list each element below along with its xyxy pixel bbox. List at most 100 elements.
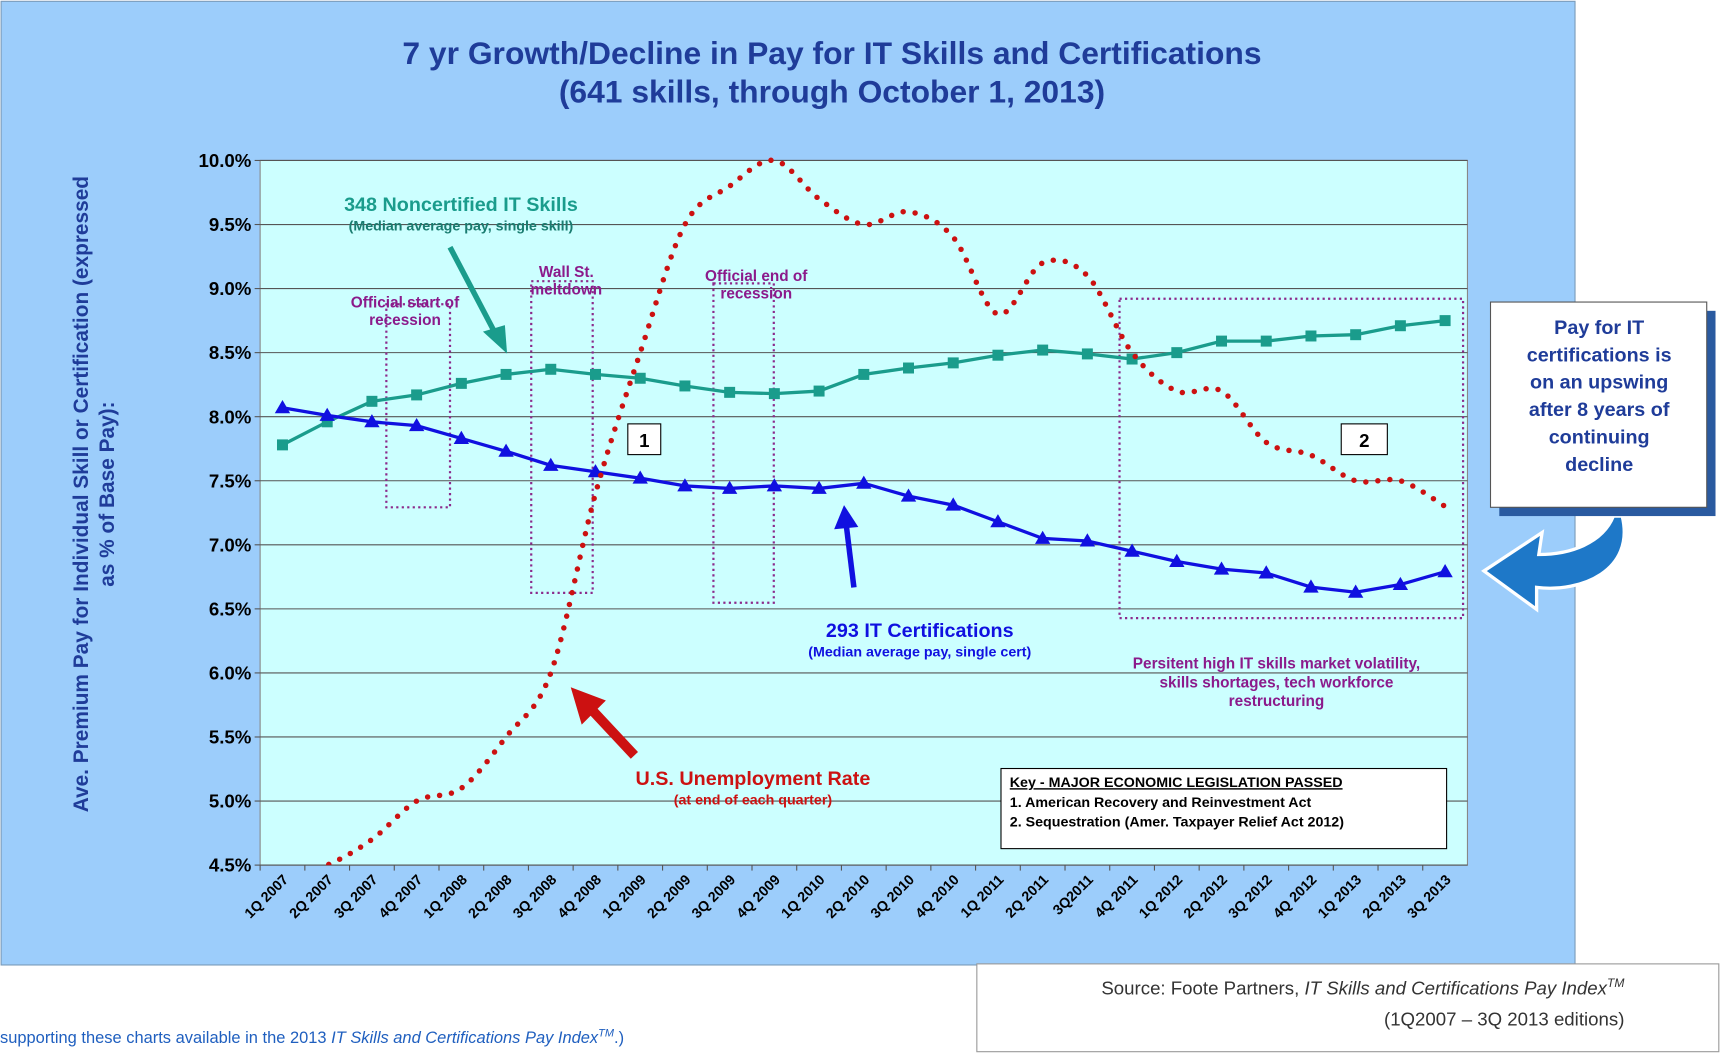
y-tick-label: 10.0% [198,150,251,171]
point [321,416,333,428]
key-line: 2. Sequestration (Amer. Taxpayer Relief … [1010,815,1344,831]
annotation: Official start of recession [351,295,460,330]
y-axis-label-line: Ave. Premium Pay for Individual Skill or… [70,176,93,812]
series-label: 348 Noncertified IT Skills [344,194,578,216]
point [858,368,870,380]
point [1437,564,1453,578]
point [1124,543,1140,557]
point [813,385,825,397]
y-tick-label: 7.0% [209,534,252,555]
footer-text: supporting these charts available in the… [0,1027,624,1047]
series-note: (Median average pay, single skill) [349,219,574,235]
point [1394,320,1406,332]
point [1260,335,1272,347]
annotation-line: Wall St. [539,264,594,281]
source-box [976,963,1720,1053]
y-tick-label: 9.0% [209,278,252,299]
point [453,430,470,444]
point [543,457,559,471]
point [677,478,693,492]
point [768,388,780,400]
point [1171,347,1183,359]
annotation-line: recession [369,312,441,329]
point [366,395,378,407]
series-note: (Median average pay, single cert) [808,645,1031,661]
y-tick-label: 9.5% [209,214,252,235]
point [1350,329,1362,341]
point [992,349,1004,361]
point [947,357,959,369]
y-axis-label: Ave. Premium Pay for Individual Skill or… [70,176,119,812]
point [455,377,467,389]
callout-text-line: decline [1565,454,1633,476]
footer-tm: TM [598,1027,615,1039]
source-text: Source: Foote Partners, IT Skills and Ce… [1101,976,1625,999]
footer-suffix: .) [614,1029,624,1047]
point [1079,533,1096,547]
arrows [447,245,1626,759]
series-label: U.S. Unemployment Rate [636,768,871,790]
point [1305,330,1317,342]
y-tick-label: 6.0% [209,663,252,684]
plot-area [259,159,1469,866]
series-label: 293 IT Certifications [826,620,1014,642]
footer-italic: IT Skills and Certifications Pay Index [331,1029,599,1047]
callout-box [1489,301,1708,508]
point [1034,530,1051,544]
point [679,380,691,392]
point [1081,348,1093,360]
chart-title-line: (641 skills, through October 1, 2013) [559,73,1105,109]
point [632,470,648,484]
annotation-line: Persitent high IT skills market volatili… [1133,656,1420,673]
point [811,480,827,494]
footer-prefix: supporting these charts available in the… [0,1029,331,1047]
key-title: Key - MAJOR ECONOMIC LEGISLATION PASSED [1010,775,1343,791]
point [721,480,738,494]
annotation-line: Official start of [351,295,460,312]
y-tick-label: 8.5% [209,342,252,363]
point [903,362,914,374]
annotation-line: recession [720,286,792,303]
point [1126,353,1138,365]
source-tm: TM [1607,976,1625,990]
point [724,386,736,398]
annotation: Wall St. meltdown [531,264,603,299]
y-tick-label: 7.5% [209,470,252,491]
y-tick-label: 8.0% [209,406,252,427]
key-line: 1. American Recovery and Reinvestment Ac… [1010,795,1312,811]
callout-text-line: continuing [1549,427,1650,449]
y-tick-label: 6.5% [209,598,252,619]
y-axis-label-line: as % of Base Pay): [96,401,119,586]
line-series [319,157,1448,866]
curved-arrow [1481,514,1626,613]
callout-text-line: Pay for IT [1554,317,1644,339]
series-note: (at end of each quarter) [674,793,833,809]
callout-text-line: certifications is [1527,344,1672,366]
annotation-line: restructuring [1229,693,1325,710]
marker-label: 1 [639,430,649,451]
annotation-line: meltdown [531,281,603,298]
chart-title: 7 yr Growth/Decline in Pay for IT Skills… [402,35,1261,109]
y-tick-label: 5.0% [209,791,252,812]
point [498,443,514,457]
point [1037,344,1049,356]
point [319,407,335,421]
annotation: Persitent high IT skills market volatili… [1133,656,1420,710]
point [945,497,961,511]
key-box [1000,767,1448,850]
point [1169,553,1185,567]
point [990,514,1006,528]
y-tick-label: 4.5% [209,855,252,876]
point [1439,315,1451,327]
point [545,363,557,375]
point [274,400,291,414]
marker-label: 2 [1359,430,1369,451]
point [411,389,423,401]
point [1216,335,1228,347]
point [590,368,601,380]
callout-text: Pay for IT certifications is on an upswing… [1527,317,1672,476]
y-tick-label: 5.5% [209,727,252,748]
point [1303,579,1319,593]
